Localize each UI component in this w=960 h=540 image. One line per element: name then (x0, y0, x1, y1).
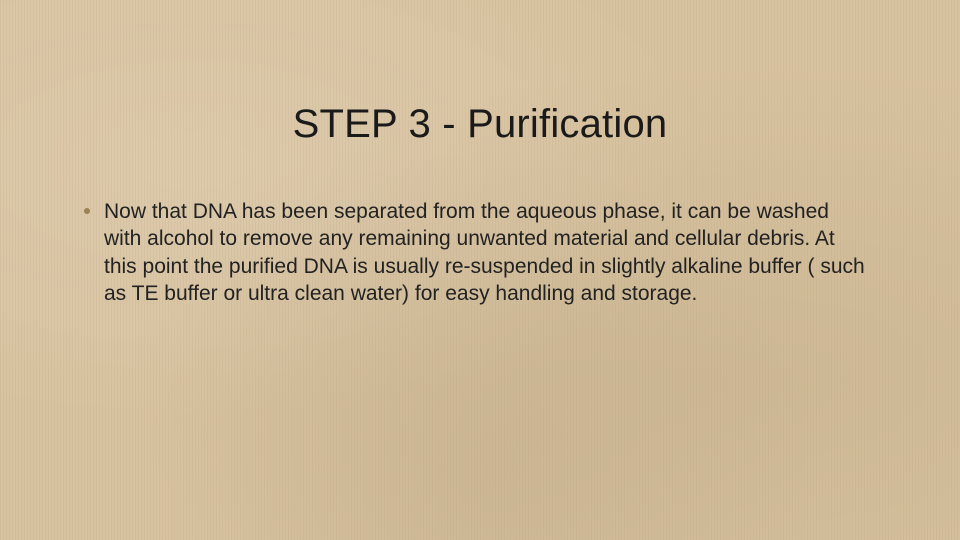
slide-container: STEP 3 - Purification Now that DNA has b… (0, 0, 960, 540)
bullet-item: Now that DNA has been separated from the… (84, 198, 870, 307)
bullet-dot-icon (84, 208, 90, 214)
slide-body: Now that DNA has been separated from the… (84, 198, 870, 307)
bullet-text: Now that DNA has been separated from the… (104, 198, 870, 307)
slide-title: STEP 3 - Purification (0, 102, 960, 147)
